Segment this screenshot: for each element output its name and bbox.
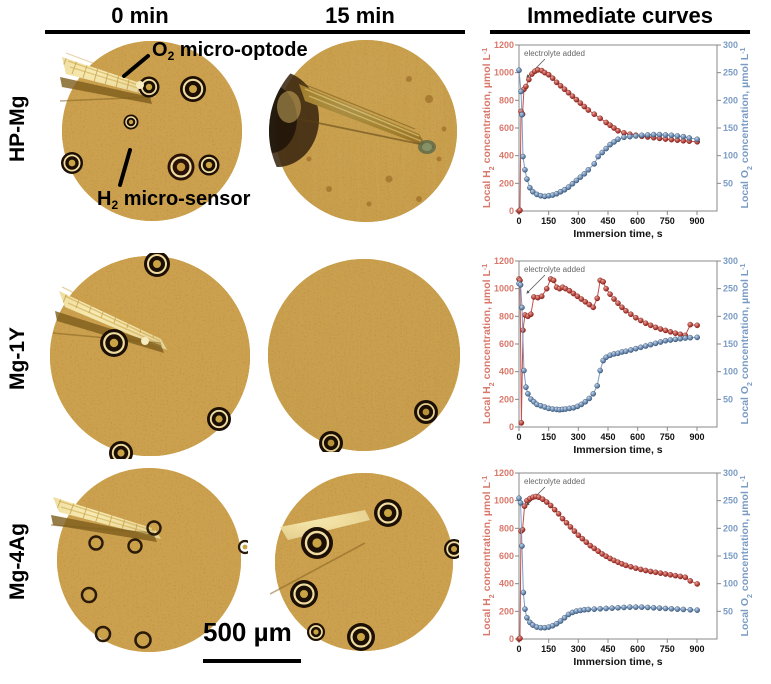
svg-text:400: 400 xyxy=(499,151,514,161)
svg-text:200: 200 xyxy=(499,606,514,616)
svg-text:900: 900 xyxy=(689,432,704,442)
svg-text:0: 0 xyxy=(509,206,514,216)
svg-text:900: 900 xyxy=(689,216,704,226)
svg-text:300: 300 xyxy=(571,432,586,442)
svg-text:0: 0 xyxy=(516,216,521,226)
svg-text:Local O2 concentration, µmol L: Local O2 concentration, µmol L-1 xyxy=(739,47,754,208)
svg-text:50: 50 xyxy=(723,178,733,188)
svg-text:200: 200 xyxy=(499,178,514,188)
svg-text:1000: 1000 xyxy=(494,68,514,78)
svg-text:0: 0 xyxy=(509,634,514,644)
svg-text:50: 50 xyxy=(723,606,733,616)
svg-text:300: 300 xyxy=(571,216,586,226)
svg-text:150: 150 xyxy=(541,432,556,442)
svg-text:Immersion time, s: Immersion time, s xyxy=(573,656,662,668)
svg-text:300: 300 xyxy=(723,256,738,266)
svg-text:750: 750 xyxy=(660,432,675,442)
svg-text:400: 400 xyxy=(499,367,514,377)
svg-text:200: 200 xyxy=(723,311,738,321)
svg-text:150: 150 xyxy=(723,123,738,133)
svg-text:electrolyte added: electrolyte added xyxy=(524,49,585,58)
svg-text:200: 200 xyxy=(499,394,514,404)
svg-text:1200: 1200 xyxy=(494,468,514,478)
svg-text:150: 150 xyxy=(541,644,556,654)
svg-text:800: 800 xyxy=(499,95,514,105)
svg-text:600: 600 xyxy=(499,551,514,561)
svg-text:600: 600 xyxy=(630,216,645,226)
svg-text:150: 150 xyxy=(541,216,556,226)
svg-text:200: 200 xyxy=(723,95,738,105)
svg-text:100: 100 xyxy=(723,367,738,377)
svg-text:900: 900 xyxy=(689,644,704,654)
svg-text:250: 250 xyxy=(723,284,738,294)
svg-text:50: 50 xyxy=(723,394,733,404)
svg-text:400: 400 xyxy=(499,579,514,589)
svg-text:300: 300 xyxy=(571,644,586,654)
svg-text:800: 800 xyxy=(499,523,514,533)
svg-text:450: 450 xyxy=(600,432,615,442)
svg-text:Immersion time, s: Immersion time, s xyxy=(573,444,662,456)
svg-text:1000: 1000 xyxy=(494,496,514,506)
svg-text:0: 0 xyxy=(516,432,521,442)
svg-text:450: 450 xyxy=(600,644,615,654)
svg-text:150: 150 xyxy=(723,339,738,349)
svg-text:0: 0 xyxy=(516,644,521,654)
svg-text:electrolyte added: electrolyte added xyxy=(524,477,585,486)
svg-text:300: 300 xyxy=(723,40,738,50)
svg-text:0: 0 xyxy=(509,422,514,432)
svg-text:Local O2 concentration, µmol L: Local O2 concentration, µmol L-1 xyxy=(739,475,754,636)
svg-text:250: 250 xyxy=(723,496,738,506)
svg-text:600: 600 xyxy=(499,123,514,133)
svg-text:1200: 1200 xyxy=(494,40,514,50)
svg-text:750: 750 xyxy=(660,216,675,226)
svg-text:150: 150 xyxy=(723,551,738,561)
svg-text:1000: 1000 xyxy=(494,284,514,294)
svg-text:250: 250 xyxy=(723,68,738,78)
svg-text:750: 750 xyxy=(660,644,675,654)
svg-text:electrolyte added: electrolyte added xyxy=(524,265,585,274)
svg-text:600: 600 xyxy=(499,339,514,349)
svg-text:Immersion time, s: Immersion time, s xyxy=(573,228,662,240)
svg-text:300: 300 xyxy=(723,468,738,478)
svg-text:1200: 1200 xyxy=(494,256,514,266)
svg-text:Local O2 concentration, µmol L: Local O2 concentration, µmol L-1 xyxy=(739,263,754,424)
svg-text:450: 450 xyxy=(600,216,615,226)
svg-text:600: 600 xyxy=(630,432,645,442)
svg-text:100: 100 xyxy=(723,151,738,161)
svg-text:800: 800 xyxy=(499,311,514,321)
svg-text:100: 100 xyxy=(723,579,738,589)
svg-text:200: 200 xyxy=(723,523,738,533)
svg-text:600: 600 xyxy=(630,644,645,654)
